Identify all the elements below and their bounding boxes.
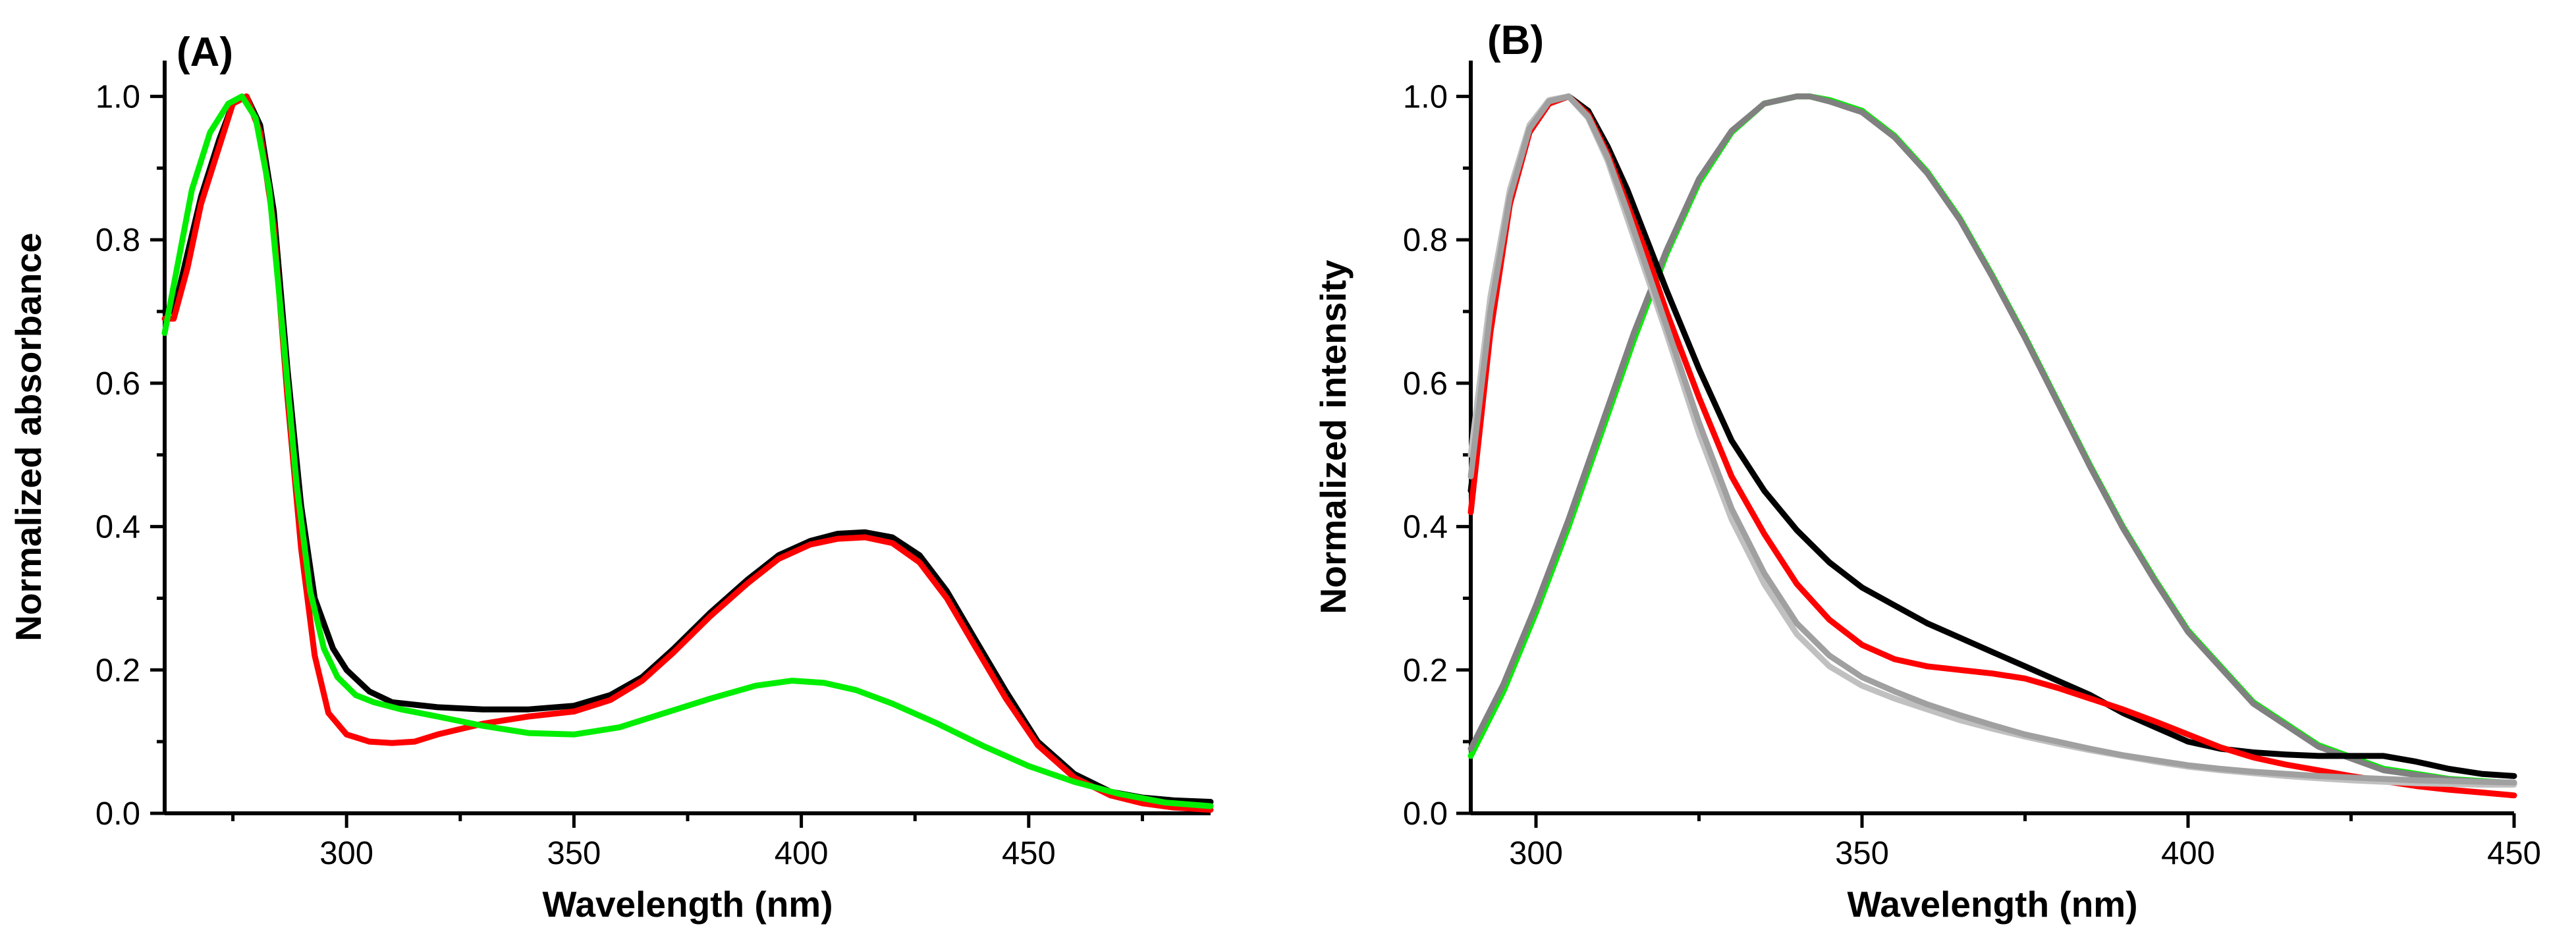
x-tick-label: 450 [2487, 836, 2541, 871]
y-tick-label: 0.0 [1403, 796, 1448, 832]
series-line-red [1467, 93, 2517, 799]
x-tick-label: 400 [775, 836, 829, 871]
y-tick-label: 1.0 [96, 79, 140, 115]
y-axis-title: Normalized intensity [1313, 259, 1354, 614]
y-tick-label: 0.8 [1403, 223, 1448, 258]
x-tick-label: 400 [2161, 836, 2215, 871]
panel-label-b: (B) [1487, 18, 1544, 63]
y-tick-label: 1.0 [1403, 79, 1448, 115]
x-tick-label: 350 [1835, 836, 1889, 871]
y-tick-label: 0.4 [96, 510, 140, 545]
x-axis-title: Wavelength (nm) [1847, 884, 2137, 925]
panel-b-chart: 0.0 0.2 0.4 0.6 0.8 1.0 300 350 400 450 Wavelength… [1313, 18, 2541, 925]
y-tick-label: 0.2 [96, 653, 140, 688]
x-tick-label: 450 [1002, 836, 1056, 871]
y-tick-label: 0.6 [96, 366, 140, 402]
x-tick-label: 300 [319, 836, 373, 871]
series-line-dark-gray [1467, 93, 2517, 787]
series-line-green [161, 93, 1214, 809]
y-tick-label: 0.4 [1403, 510, 1448, 545]
x-tick-label: 350 [547, 836, 601, 871]
series-line-mid-gray [1467, 93, 2517, 786]
x-tick-label: 300 [1509, 836, 1563, 871]
y-tick-label: 0.8 [96, 223, 140, 258]
x-axis-title: Wavelength (nm) [542, 884, 833, 925]
y-tick-label: 0.0 [96, 796, 140, 832]
y-tick-label: 0.6 [1403, 366, 1448, 402]
panel-a-chart: 0.0 0.2 0.4 0.6 0.8 1.0 300 350 400 450 Wavelength… [8, 30, 1214, 925]
y-axis-title: Normalized absorbance [8, 232, 49, 641]
y-tick-label: 0.2 [1403, 653, 1448, 688]
panel-label-a: (A) [177, 30, 233, 75]
